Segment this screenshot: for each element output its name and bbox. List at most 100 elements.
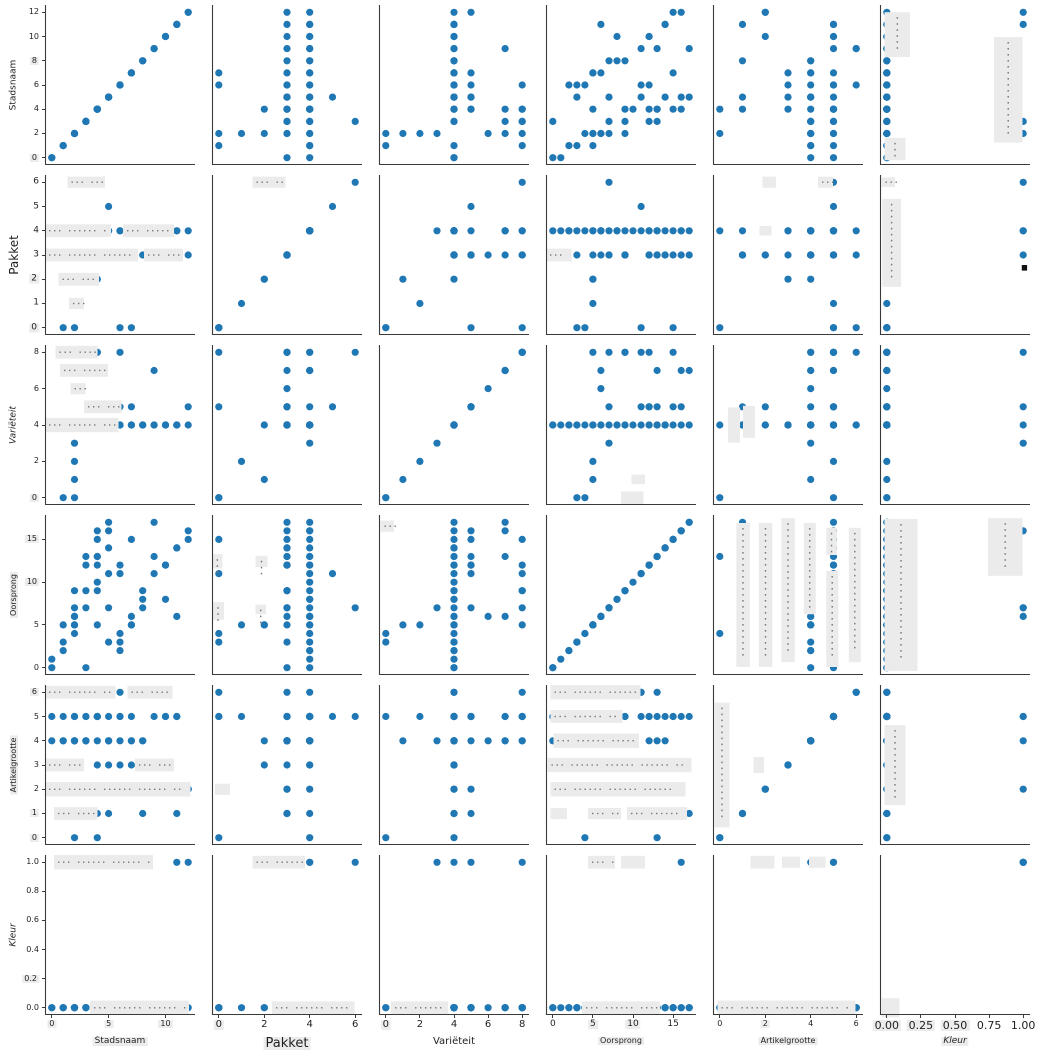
redaction-dot: [721, 737, 723, 740]
redaction-dot: [641, 1007, 643, 1009]
data-point: [306, 117, 314, 125]
y-tick-label: 6: [29, 687, 39, 697]
data-point: [1019, 20, 1027, 28]
data-point: [116, 712, 124, 721]
redaction-dot: [137, 230, 139, 232]
redaction-dot: [1007, 90, 1009, 92]
redaction-dot: [62, 278, 64, 280]
data-point: [518, 227, 526, 235]
redaction-dot: [152, 230, 154, 232]
data-point: [501, 129, 509, 138]
redaction-dot: [900, 620, 902, 622]
data-point: [306, 604, 314, 612]
data-point: [1019, 604, 1027, 612]
data-point: [283, 20, 291, 28]
redaction-dot: [216, 559, 218, 561]
redaction-dot: [260, 572, 263, 575]
data-point: [669, 403, 677, 411]
redaction-dot: [1004, 547, 1006, 549]
redaction-dot: [742, 630, 744, 632]
data-point: [677, 8, 685, 16]
data-point: [260, 475, 268, 484]
redaction-dot: [216, 565, 218, 567]
data-point: [1019, 612, 1027, 620]
data-point: [450, 655, 458, 663]
data-point: [283, 366, 291, 375]
data-point: [215, 129, 223, 138]
data-point: [685, 421, 693, 429]
redaction-box: [882, 198, 902, 287]
data-point: [716, 227, 724, 235]
data-point: [70, 712, 79, 721]
redaction-dot: [900, 590, 902, 592]
data-point: [161, 712, 170, 721]
data-point: [306, 552, 314, 561]
data-point: [382, 129, 390, 138]
scatter-panel-r2c5: [712, 175, 863, 336]
redaction-dot: [148, 254, 150, 256]
data-point: [184, 421, 192, 429]
y-tick-label: 2: [33, 128, 39, 138]
data-point: [283, 129, 291, 138]
data-point: [283, 81, 291, 89]
redaction-dot: [557, 740, 559, 742]
redaction-dot: [266, 181, 268, 183]
redaction-dot: [550, 254, 552, 256]
redaction-dot: [1007, 120, 1009, 122]
data-point: [518, 129, 526, 138]
redaction-dot: [149, 764, 151, 766]
scatter-panel-canvas: [712, 5, 863, 166]
redaction-dot: [900, 554, 902, 556]
data-point: [150, 421, 158, 429]
redaction-box: [884, 12, 910, 57]
redaction-dot: [579, 691, 581, 693]
redaction-box: [588, 855, 615, 869]
data-point: [283, 385, 291, 393]
data-point: [306, 809, 314, 818]
redaction-dot: [281, 861, 283, 863]
redaction-dot: [900, 638, 902, 640]
data-point: [1019, 712, 1027, 721]
redaction-dot: [764, 540, 767, 542]
data-point: [116, 570, 124, 578]
data-point: [184, 527, 192, 535]
data-point: [382, 1004, 390, 1012]
data-point: [605, 57, 613, 65]
data-point: [467, 202, 475, 211]
data-point: [637, 712, 645, 721]
data-point: [306, 664, 314, 672]
data-point: [328, 403, 337, 411]
data-point: [653, 366, 661, 375]
data-point: [784, 93, 792, 101]
data-point: [283, 403, 291, 411]
redaction-dot: [764, 642, 767, 644]
redaction-dot: [854, 640, 856, 643]
data-point: [573, 81, 581, 89]
data-point: [677, 527, 685, 535]
y-tick-label: 15: [24, 534, 39, 544]
data-point: [565, 421, 573, 429]
redaction-dot: [577, 740, 579, 742]
redaction-dot: [721, 791, 723, 794]
y-tick-label: 0.2: [22, 973, 39, 983]
redaction-dot: [54, 691, 56, 693]
redaction-dot: [721, 809, 723, 812]
redaction-dot: [336, 1007, 338, 1009]
data-point: [127, 612, 135, 620]
redaction-box: [546, 248, 572, 262]
redaction-dot: [89, 254, 91, 256]
redaction-dot: [581, 764, 583, 766]
data-point: [82, 561, 90, 569]
redaction-dot: [631, 764, 633, 766]
redaction-dot: [153, 254, 155, 256]
data-point: [105, 544, 113, 552]
redaction-dot: [1007, 60, 1009, 62]
x-tickmark: [263, 1015, 265, 1018]
redaction-dot: [854, 550, 856, 553]
data-point: [161, 561, 170, 569]
scatter-panel-canvas: [44, 855, 195, 1016]
data-point: [93, 737, 101, 745]
redaction-dot: [661, 764, 663, 766]
y-tickmark: [42, 837, 45, 839]
data-point: [653, 712, 661, 721]
